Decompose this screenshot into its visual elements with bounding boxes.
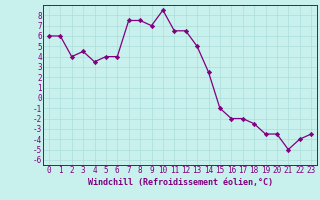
- X-axis label: Windchill (Refroidissement éolien,°C): Windchill (Refroidissement éolien,°C): [87, 178, 273, 187]
